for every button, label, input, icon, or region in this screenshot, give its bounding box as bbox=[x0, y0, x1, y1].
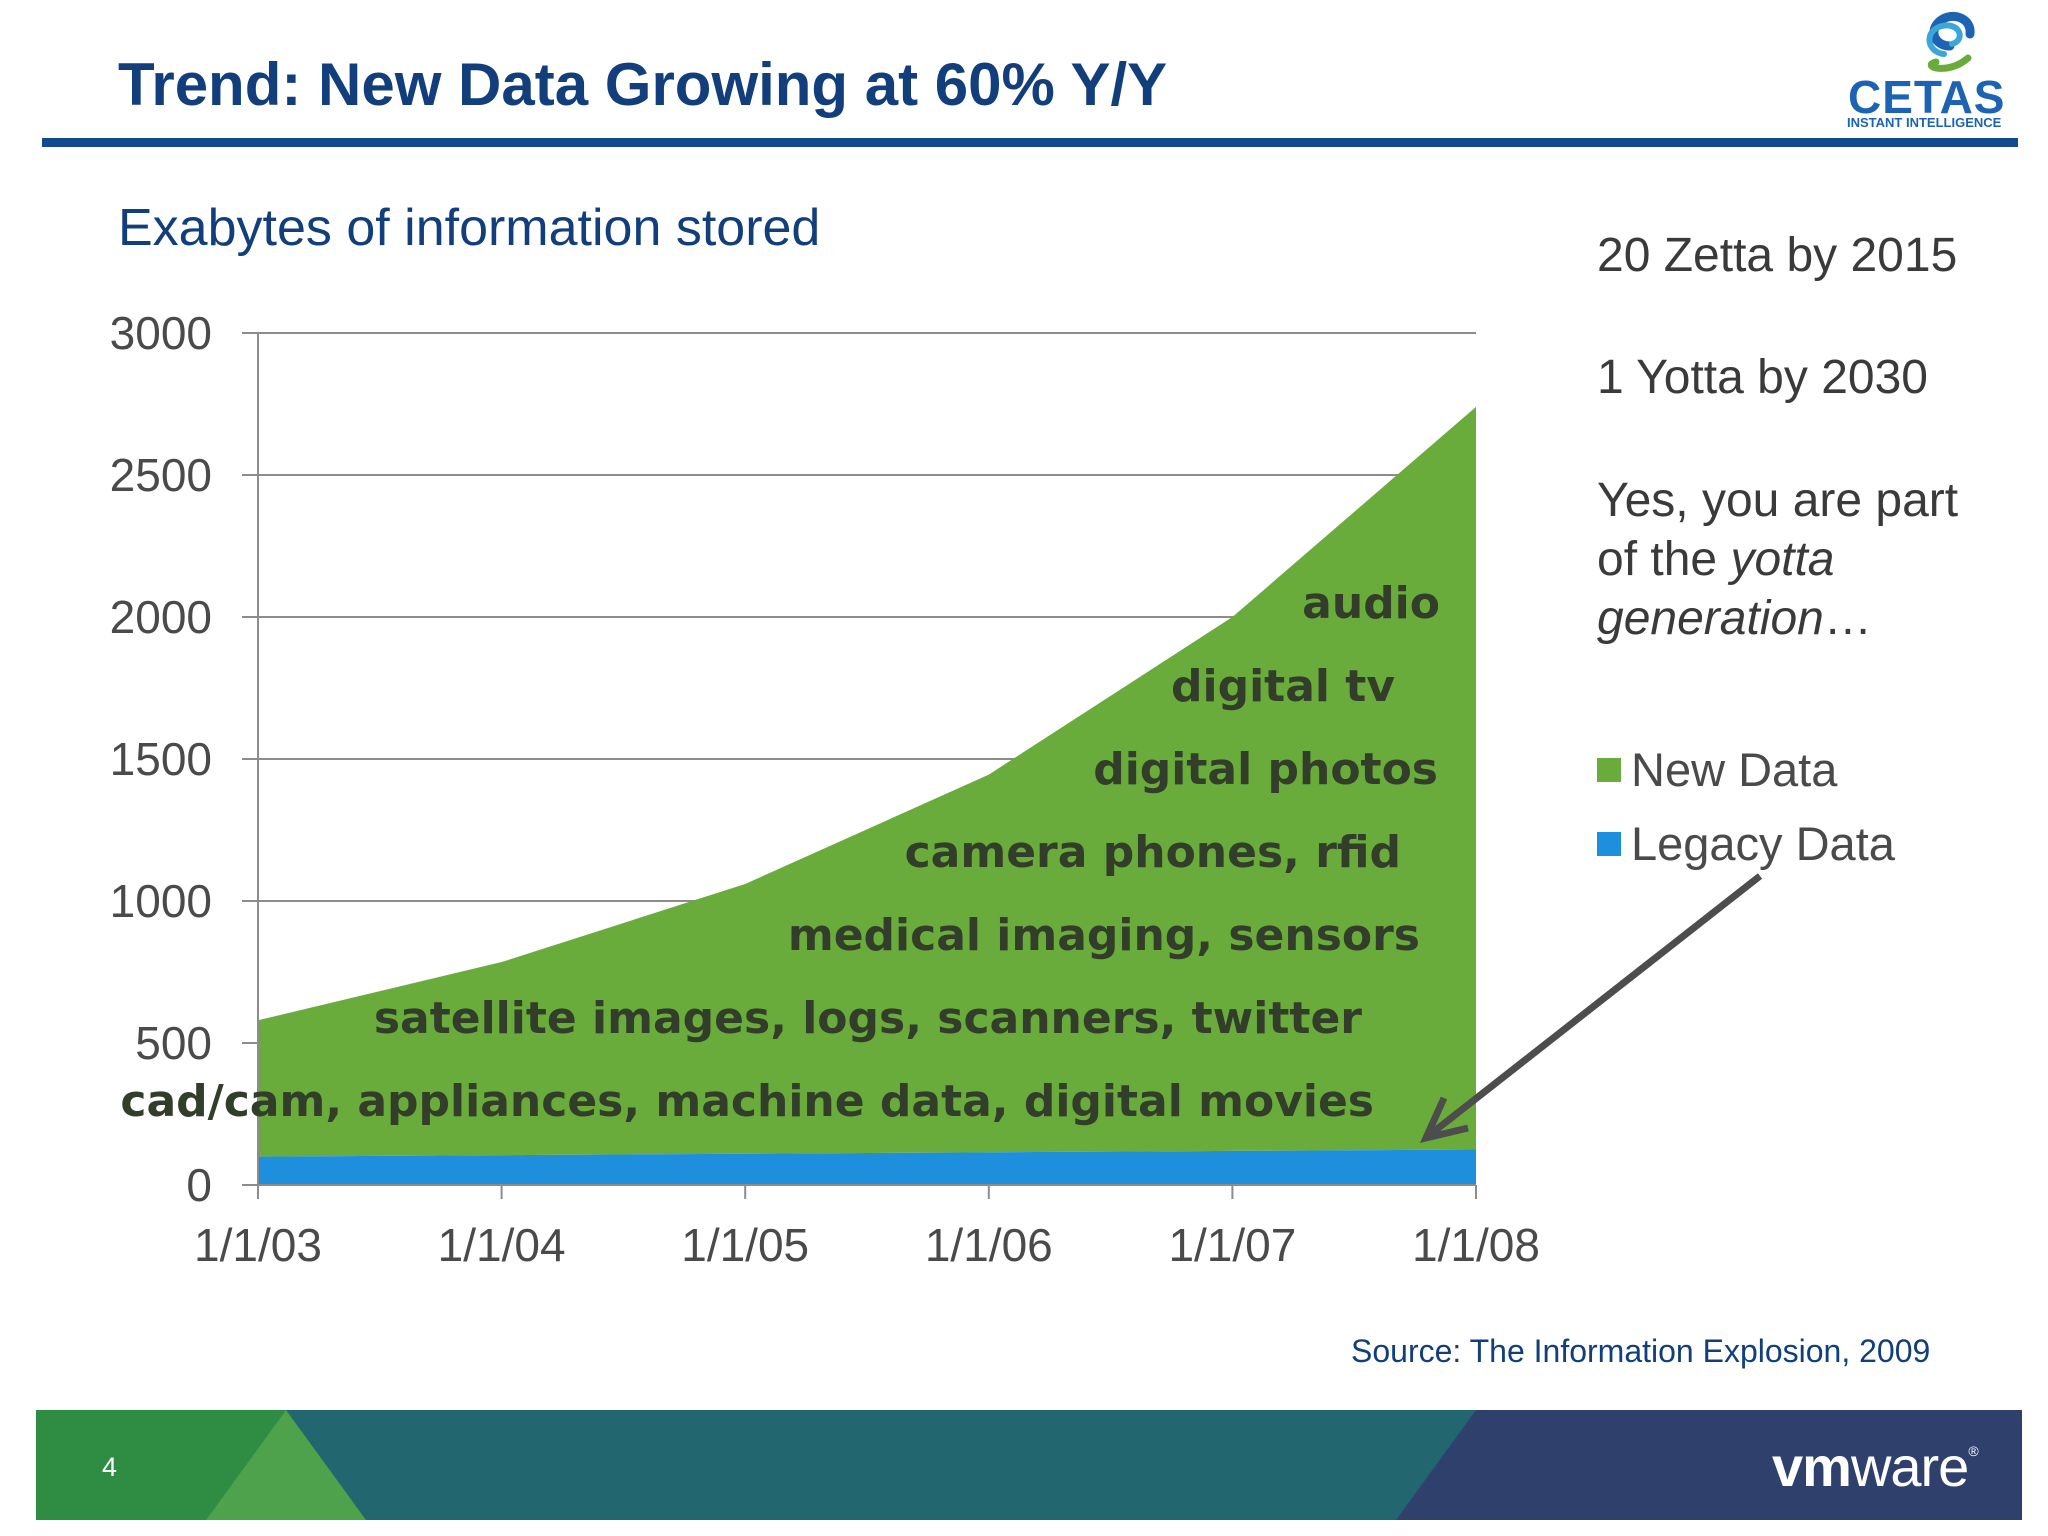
cetas-swirl-icon bbox=[1926, 12, 1975, 72]
legend-label-legacy-data: Legacy Data bbox=[1631, 817, 1895, 870]
sidebar-line-3b: of the yotta bbox=[1597, 530, 1835, 589]
sidebar-line-3b-prefix: of the bbox=[1597, 533, 1731, 586]
legend-item-legacy-data: Legacy Data bbox=[1597, 816, 1895, 870]
logo-name: CETAS bbox=[1848, 71, 2006, 123]
legend-item-new-data: New Data bbox=[1597, 742, 1837, 796]
title-rule bbox=[42, 138, 2018, 147]
annotation-layer: audio digital tv digital photos camera phon… bbox=[120, 578, 1440, 1127]
sidebar-line-3a: Yes, you are part bbox=[1597, 474, 1959, 527]
annotation-label: camera phones, rfid bbox=[905, 827, 1401, 878]
annotation-label: digital tv bbox=[1171, 661, 1395, 712]
source-citation: Source: The Information Explosion, 2009 bbox=[1351, 1333, 1931, 1369]
page-number: 4 bbox=[102, 1452, 118, 1482]
annotation-label: cad/cam, appliances, machine data, digit… bbox=[120, 1076, 1374, 1127]
annotation-label: digital photos bbox=[1093, 744, 1438, 795]
sidebar-line-3b-em: yotta bbox=[1730, 533, 1835, 586]
annotation-label: satellite images, logs, scanners, twitte… bbox=[374, 993, 1362, 1044]
sidebar-line-3c-em: generation bbox=[1597, 592, 1824, 645]
axis-layer: 0 500 1000 1500 2000 2500 3000 1/1/03 1/1/04 1/1/… bbox=[110, 307, 1540, 1271]
sidebar-line-2: 1 Yotta by 2030 bbox=[1597, 351, 1928, 404]
vmware-logo: vmware® bbox=[1772, 1434, 1979, 1499]
legend-label-new-data: New Data bbox=[1631, 743, 1838, 796]
x-tick-label: 1/1/04 bbox=[438, 1219, 566, 1271]
slide-title: Trend: New Data Growing at 60% Y/Y bbox=[118, 51, 1168, 118]
x-tick-label: 1/1/07 bbox=[1168, 1219, 1296, 1271]
footer-banner bbox=[36, 1410, 2022, 1520]
y-tick-label: 500 bbox=[135, 1017, 212, 1069]
arrow-layer bbox=[1419, 873, 1763, 1144]
y-tick-label: 3000 bbox=[110, 307, 212, 359]
sidebar-line-3c-suffix: … bbox=[1823, 592, 1872, 645]
annotation-label: audio bbox=[1302, 578, 1440, 629]
logo-tagline: INSTANT INTELLIGENCE bbox=[1847, 115, 2002, 130]
x-tick-label: 1/1/05 bbox=[681, 1219, 809, 1271]
chart-title: Exabytes of information stored bbox=[118, 199, 821, 257]
arrow-head-icon bbox=[1419, 1096, 1469, 1144]
legend-swatch-legacy-data bbox=[1597, 832, 1621, 856]
y-tick-label: 2000 bbox=[110, 591, 212, 643]
area-layer bbox=[258, 406, 1476, 1185]
legacy-arrow bbox=[1429, 873, 1763, 1136]
area-new-data bbox=[258, 406, 1476, 1157]
y-tick-label: 1000 bbox=[110, 875, 212, 927]
sidebar-line-3c: generation… bbox=[1597, 589, 1872, 648]
vmware-logo-mark: ® bbox=[1968, 1443, 1978, 1459]
y-tick-label: 1500 bbox=[110, 733, 212, 785]
vmware-logo-ware: ware bbox=[1850, 1435, 1969, 1498]
sidebar-line-1: 20 Zetta by 2015 bbox=[1597, 229, 1958, 282]
y-tick-label: 2500 bbox=[110, 449, 212, 501]
vmware-logo-vm: vm bbox=[1772, 1435, 1852, 1498]
y-tick-label: 0 bbox=[186, 1159, 212, 1211]
annotation-label: medical imaging, sensors bbox=[788, 910, 1420, 961]
x-tick-label: 1/1/06 bbox=[925, 1219, 1053, 1271]
area-legacy-data bbox=[258, 1149, 1476, 1185]
x-tick-label: 1/1/08 bbox=[1412, 1219, 1540, 1271]
x-tick-label: 1/1/03 bbox=[194, 1219, 322, 1271]
legend-swatch-new-data bbox=[1597, 758, 1621, 782]
